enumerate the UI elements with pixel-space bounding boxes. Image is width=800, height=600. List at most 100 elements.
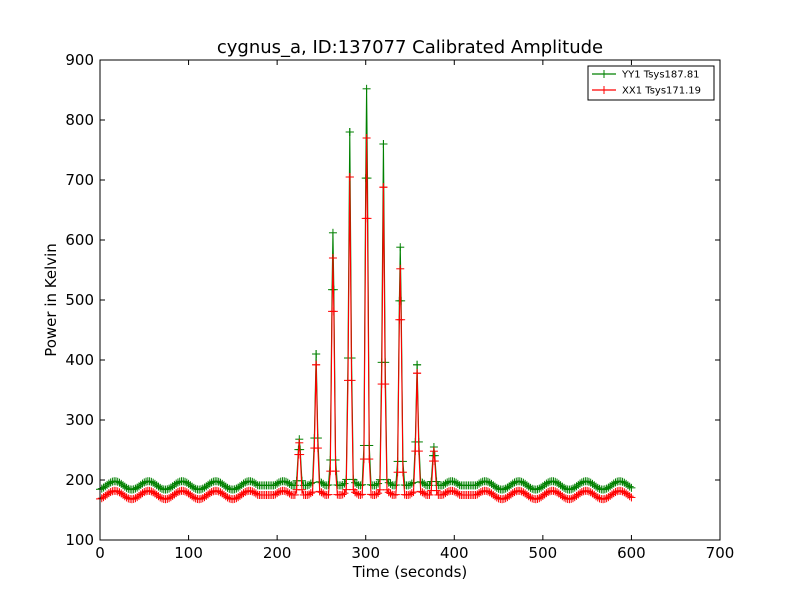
data-point (345, 173, 354, 181)
data-point (181, 477, 190, 486)
data-point (246, 477, 255, 486)
data-point (140, 478, 149, 487)
data-point (533, 485, 542, 494)
data-point (483, 487, 492, 496)
y-tick-label: 100 (65, 531, 94, 549)
data-point (379, 140, 388, 148)
data-point (282, 477, 290, 486)
y-tick-label: 200 (65, 471, 94, 489)
data-point (223, 493, 232, 502)
x-axis-label: Time (seconds) (352, 563, 468, 581)
data-point (303, 481, 312, 490)
data-point (163, 494, 172, 503)
data-point (379, 183, 388, 192)
data-point (381, 380, 390, 389)
data-point (356, 490, 365, 499)
data-point (345, 128, 354, 136)
data-point (432, 486, 441, 495)
data-point (375, 485, 384, 494)
data-point (340, 479, 349, 488)
data-point (396, 243, 405, 252)
data-point (611, 478, 620, 487)
data-point (251, 489, 260, 498)
y-axis-label: Power in Kelvin (42, 243, 60, 357)
data-point (508, 479, 517, 488)
data-point (374, 489, 383, 498)
data-point (331, 467, 340, 476)
data-point (544, 478, 553, 487)
data-point (593, 493, 602, 502)
data-point (567, 485, 576, 494)
data-point (362, 84, 371, 93)
data-point (577, 478, 586, 487)
data-point (443, 488, 452, 497)
data-point (492, 493, 501, 502)
data-point (453, 489, 462, 498)
data-point (414, 447, 423, 456)
chart-title: cygnus_a, ID:137077 Calibrated Amplitude (217, 37, 603, 58)
legend-label-yy1: YY1 Tsys187.81 (621, 70, 700, 81)
data-point (138, 479, 147, 488)
y-tick-label: 700 (65, 171, 94, 189)
data-point (625, 482, 634, 491)
data-point (179, 477, 188, 486)
data-point (189, 483, 198, 492)
data-point (113, 477, 122, 486)
data-point (526, 493, 535, 502)
data-point (336, 481, 345, 490)
data-point (396, 264, 405, 273)
data-point (583, 486, 592, 495)
data-point (533, 494, 542, 503)
data-point (515, 477, 524, 486)
data-point (196, 494, 205, 503)
data-point (248, 477, 257, 486)
data-point (407, 489, 416, 498)
data-point (476, 478, 485, 487)
data-point (241, 478, 250, 487)
data-point (475, 489, 484, 498)
data-point (111, 486, 120, 495)
data-point (239, 489, 248, 498)
y-tick-label: 800 (65, 111, 94, 129)
data-point (437, 491, 446, 499)
x-tick-label: 600 (617, 544, 646, 562)
data-point (441, 479, 450, 488)
y-tick-label: 300 (65, 411, 94, 429)
data-point (584, 477, 593, 486)
data-point (179, 486, 188, 495)
data-point (471, 491, 480, 499)
data-point (413, 369, 422, 378)
data-point (370, 491, 379, 499)
data-point (448, 486, 457, 495)
data-point (196, 485, 205, 494)
data-point (593, 483, 602, 492)
x-tick-label: 400 (440, 544, 469, 562)
data-point (583, 477, 592, 486)
data-point (627, 483, 636, 492)
data-point (104, 479, 113, 488)
data-point (510, 488, 519, 497)
data-point (338, 480, 347, 489)
data-point (273, 489, 282, 498)
data-point (251, 479, 260, 488)
data-point (282, 487, 290, 496)
data-point (476, 488, 485, 497)
data-point (274, 478, 283, 487)
data-point (358, 490, 367, 499)
data-point (336, 491, 345, 499)
y-tick-label: 400 (65, 351, 94, 369)
data-point (352, 479, 361, 488)
data-point (420, 489, 429, 498)
data-point (549, 486, 558, 495)
data-point (600, 485, 609, 494)
data-point (625, 492, 634, 501)
data-point (542, 489, 551, 498)
plot-area (96, 84, 636, 504)
data-point (297, 485, 306, 494)
data-point (156, 483, 165, 492)
data-point (274, 488, 283, 497)
data-point (104, 489, 113, 498)
data-point (140, 488, 149, 497)
data-point (425, 490, 434, 499)
